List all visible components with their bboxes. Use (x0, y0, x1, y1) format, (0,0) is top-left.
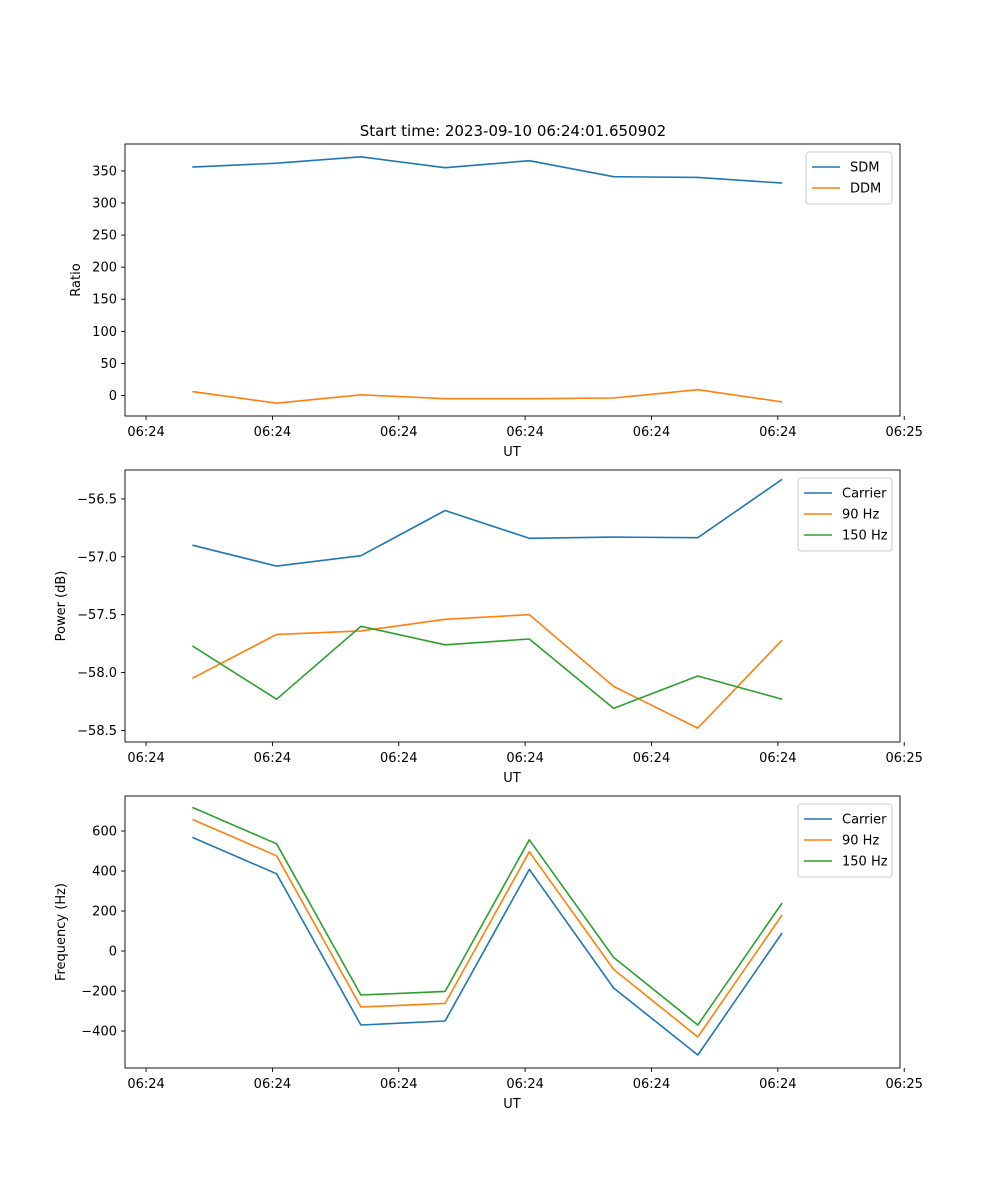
y-tick-label: 300 (92, 197, 117, 212)
series-line-sdm (192, 156, 783, 184)
x-tick-label: 06:24 (254, 425, 291, 440)
y-tick-label: 250 (92, 229, 117, 244)
y-tick-label: −57.0 (77, 550, 117, 565)
y-tick-label: 600 (92, 825, 117, 840)
legend-label: Carrier (842, 813, 887, 828)
y-tick-label: 50 (100, 357, 117, 372)
panel-2: 06:24 06:24 06:24 06:24 06:24 06:24 06:25 −56.5… (54, 469, 923, 786)
x-tick-label: 06:24 (506, 1077, 543, 1092)
x-tick-label: 06:24 (633, 425, 670, 440)
legend-box (797, 477, 893, 552)
legend-box (797, 803, 893, 878)
x-tick-label: 06:24 (759, 751, 796, 766)
x-tick-label: 06:24 (759, 425, 796, 440)
y-tick-label: −56.5 (77, 492, 117, 507)
figure-title: Start time: 2023-09-10 06:24:01.650902 (360, 122, 666, 140)
y-tick-label: 200 (92, 261, 117, 276)
x-tick-label: 06:24 (254, 751, 291, 766)
legend-label: 90 Hz (842, 508, 879, 523)
y-tick-label: 350 (92, 164, 117, 179)
x-tick-label: 06:24 (380, 425, 417, 440)
x-tick-label: 06:24 (759, 1077, 796, 1092)
x-tick-label: 06:25 (885, 751, 922, 766)
y-axis-label: Power (dB) (54, 571, 69, 642)
panel-3: 06:24 06:24 06:24 06:24 06:24 06:24 06:25 −400 −… (54, 795, 923, 1112)
x-tick-label: 06:25 (885, 425, 922, 440)
y-axis-label: Frequency (Hz) (54, 883, 69, 981)
x-axis-label: UT (503, 771, 521, 786)
legend-label: Carrier (842, 487, 887, 502)
legend-box (805, 151, 893, 205)
series-line-150-hz (191, 625, 783, 710)
panels: 06:24 06:24 06:24 06:24 06:24 06:24 06:25 0 50 10… (54, 143, 923, 1112)
series-line-90-hz (192, 818, 783, 1038)
y-tick-label: −57.5 (77, 608, 117, 623)
x-tick-label: 06:24 (127, 1077, 164, 1092)
legend-label: 90 Hz (842, 834, 879, 849)
y-tick-label: 200 (92, 905, 117, 920)
axes-frame (124, 795, 901, 1069)
y-tick-label: 150 (92, 293, 117, 308)
panel-1: 06:24 06:24 06:24 06:24 06:24 06:24 06:25 0 50 10… (69, 143, 923, 460)
y-tick-label: −58.5 (77, 724, 117, 739)
x-tick-label: 06:24 (633, 751, 670, 766)
x-tick-label: 06:24 (633, 1077, 670, 1092)
series-line-ddm (192, 388, 783, 405)
x-tick-label: 06:24 (127, 425, 164, 440)
x-tick-label: 06:25 (885, 1077, 922, 1092)
y-tick-label: −400 (81, 1025, 117, 1040)
y-tick-label: −58.0 (77, 666, 117, 681)
legend-label: DDM (850, 182, 881, 197)
y-tick-label: 0 (109, 389, 117, 404)
y-tick-label: −200 (81, 985, 117, 1000)
x-tick-label: 06:24 (380, 751, 417, 766)
y-tick-label: 400 (92, 865, 117, 880)
x-tick-label: 06:24 (506, 751, 543, 766)
x-tick-label: 06:24 (380, 1077, 417, 1092)
series-line-carrier (192, 478, 783, 567)
series-line-90-hz (192, 613, 783, 729)
x-axis-label: UT (503, 445, 521, 460)
x-axis-label: UT (503, 1097, 521, 1112)
y-tick-label: 0 (109, 945, 117, 960)
axes-frame (124, 469, 901, 743)
x-tick-label: 06:24 (506, 425, 543, 440)
legend-label: 150 Hz (842, 529, 888, 544)
legend-label: SDM (850, 161, 879, 176)
series-line-150-hz (192, 806, 783, 1026)
series-line-carrier (192, 836, 783, 1056)
axes-frame (124, 143, 901, 417)
x-tick-label: 06:24 (254, 1077, 291, 1092)
x-tick-label: 06:24 (127, 751, 164, 766)
y-tick-label: 100 (92, 325, 117, 340)
y-axis-label: Ratio (69, 263, 84, 296)
legend-label: 150 Hz (842, 855, 888, 870)
